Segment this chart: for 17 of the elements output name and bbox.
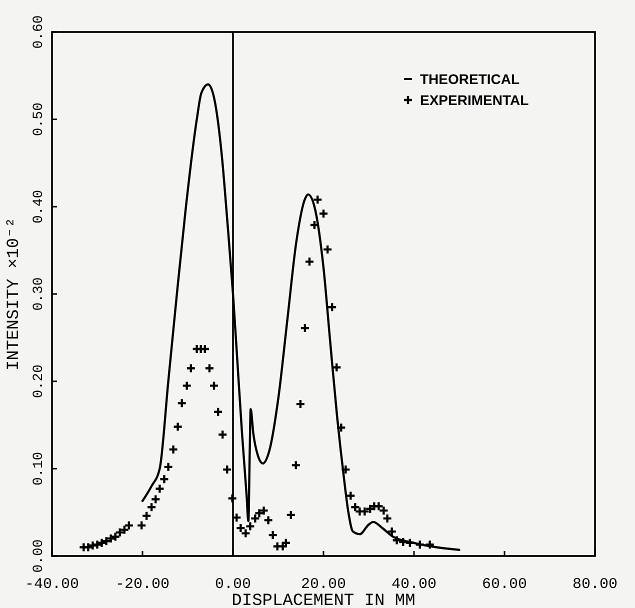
y-tick-label: 0.20 bbox=[31, 364, 47, 398]
y-axis-title: INTENSITY ×10⁻² bbox=[5, 217, 24, 371]
legend-label: THEORETICAL bbox=[420, 71, 520, 87]
x-tick-label: -20.00 bbox=[115, 576, 170, 593]
x-axis-title: DISPLACEMENT IN MM bbox=[232, 592, 416, 608]
y-tick-label: 0.30 bbox=[31, 277, 47, 311]
x-tick-label: 20.00 bbox=[300, 576, 346, 593]
y-tick-label: 0.60 bbox=[31, 15, 47, 49]
legend-label: EXPERIMENTAL bbox=[420, 92, 530, 108]
y-tick-label: 0.40 bbox=[31, 190, 47, 224]
x-tick-label: 40.00 bbox=[391, 576, 437, 593]
x-tick-label: -40.00 bbox=[24, 576, 80, 593]
x-tick-label: 0.00 bbox=[214, 576, 252, 593]
y-tick-label: 0.10 bbox=[31, 452, 47, 486]
x-tick-label: 80.00 bbox=[572, 576, 618, 593]
y-tick-label: 0.50 bbox=[31, 102, 47, 136]
x-tick-label: 60.00 bbox=[482, 576, 528, 593]
